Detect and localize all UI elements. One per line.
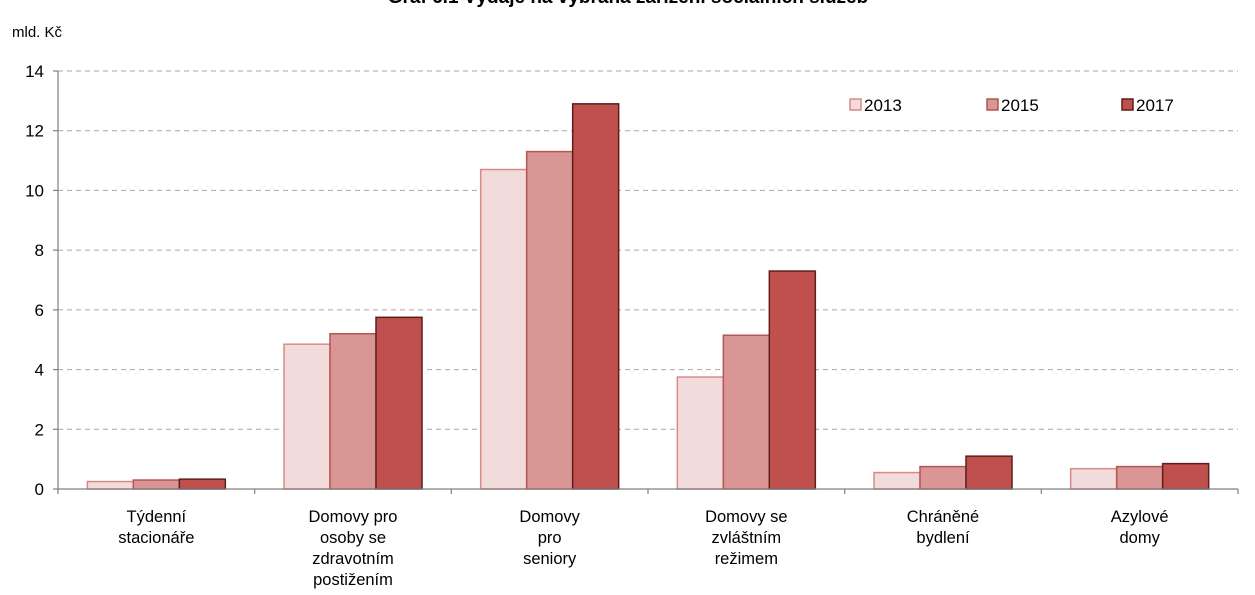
bar-2013-4 [677,377,723,489]
bars [87,104,1208,489]
legend-label-2015: 2015 [1001,96,1039,115]
bar-2017-6 [1163,464,1209,489]
y-tick-label: 12 [25,122,44,141]
bar-2015-4 [723,335,769,489]
chart-title: Graf 6.1 Výdaje na vybraná zařízení soci… [388,0,868,8]
bar-2013-6 [1071,469,1117,489]
legend-label-2013: 2013 [864,96,902,115]
bar-2017-3 [573,104,619,489]
bar-2015-5 [920,467,966,489]
legend-swatch-2015 [987,99,998,110]
bar-2017-4 [769,271,815,489]
gridlines [58,71,1238,429]
bar-2017-2 [376,317,422,489]
bar-2017-1 [179,479,225,489]
y-tick-label: 6 [35,301,44,320]
bar-2013-3 [481,170,527,489]
x-tick-label: Azylové domy [1111,508,1169,547]
y-tick-label: 10 [25,181,44,200]
x-tick-label: Domovy pro seniory [519,508,580,568]
legend: 2013 2015 2017 [850,96,1174,115]
legend-swatch-2017 [1122,99,1133,110]
y-axis-unit-label: mld. Kč [12,24,63,41]
legend-label-2017: 2017 [1136,96,1174,115]
bar-2015-1 [133,480,179,489]
bar-2013-2 [284,344,330,489]
x-tick-label: Chráněné bydlení [907,508,979,547]
bar-2013-5 [874,473,920,489]
bar-2015-2 [330,334,376,489]
y-tick-label: 4 [35,361,44,380]
x-tick-label: Týdenní stacionáře [118,508,194,547]
x-tick-label: Domovy pro osoby se zdravotním postižením [309,508,398,589]
x-tick-labels: Týdenní stacionáře Domovy pro osoby se zdrav… [118,508,1168,589]
x-tick-label: Domovy se zvláštním režimem [705,508,788,568]
axes [53,71,1238,494]
bar-2015-6 [1117,467,1163,489]
y-tick-label: 2 [35,420,44,439]
y-tick-label: 8 [35,241,44,260]
bar-2013-1 [87,482,133,489]
y-tick-label: 0 [35,480,44,499]
y-tick-label: 14 [25,62,44,81]
bar-2017-5 [966,456,1012,489]
bar-2015-3 [527,152,573,489]
y-tick-labels: 0 2 4 6 8 10 12 14 [25,62,44,499]
legend-swatch-2013 [850,99,861,110]
